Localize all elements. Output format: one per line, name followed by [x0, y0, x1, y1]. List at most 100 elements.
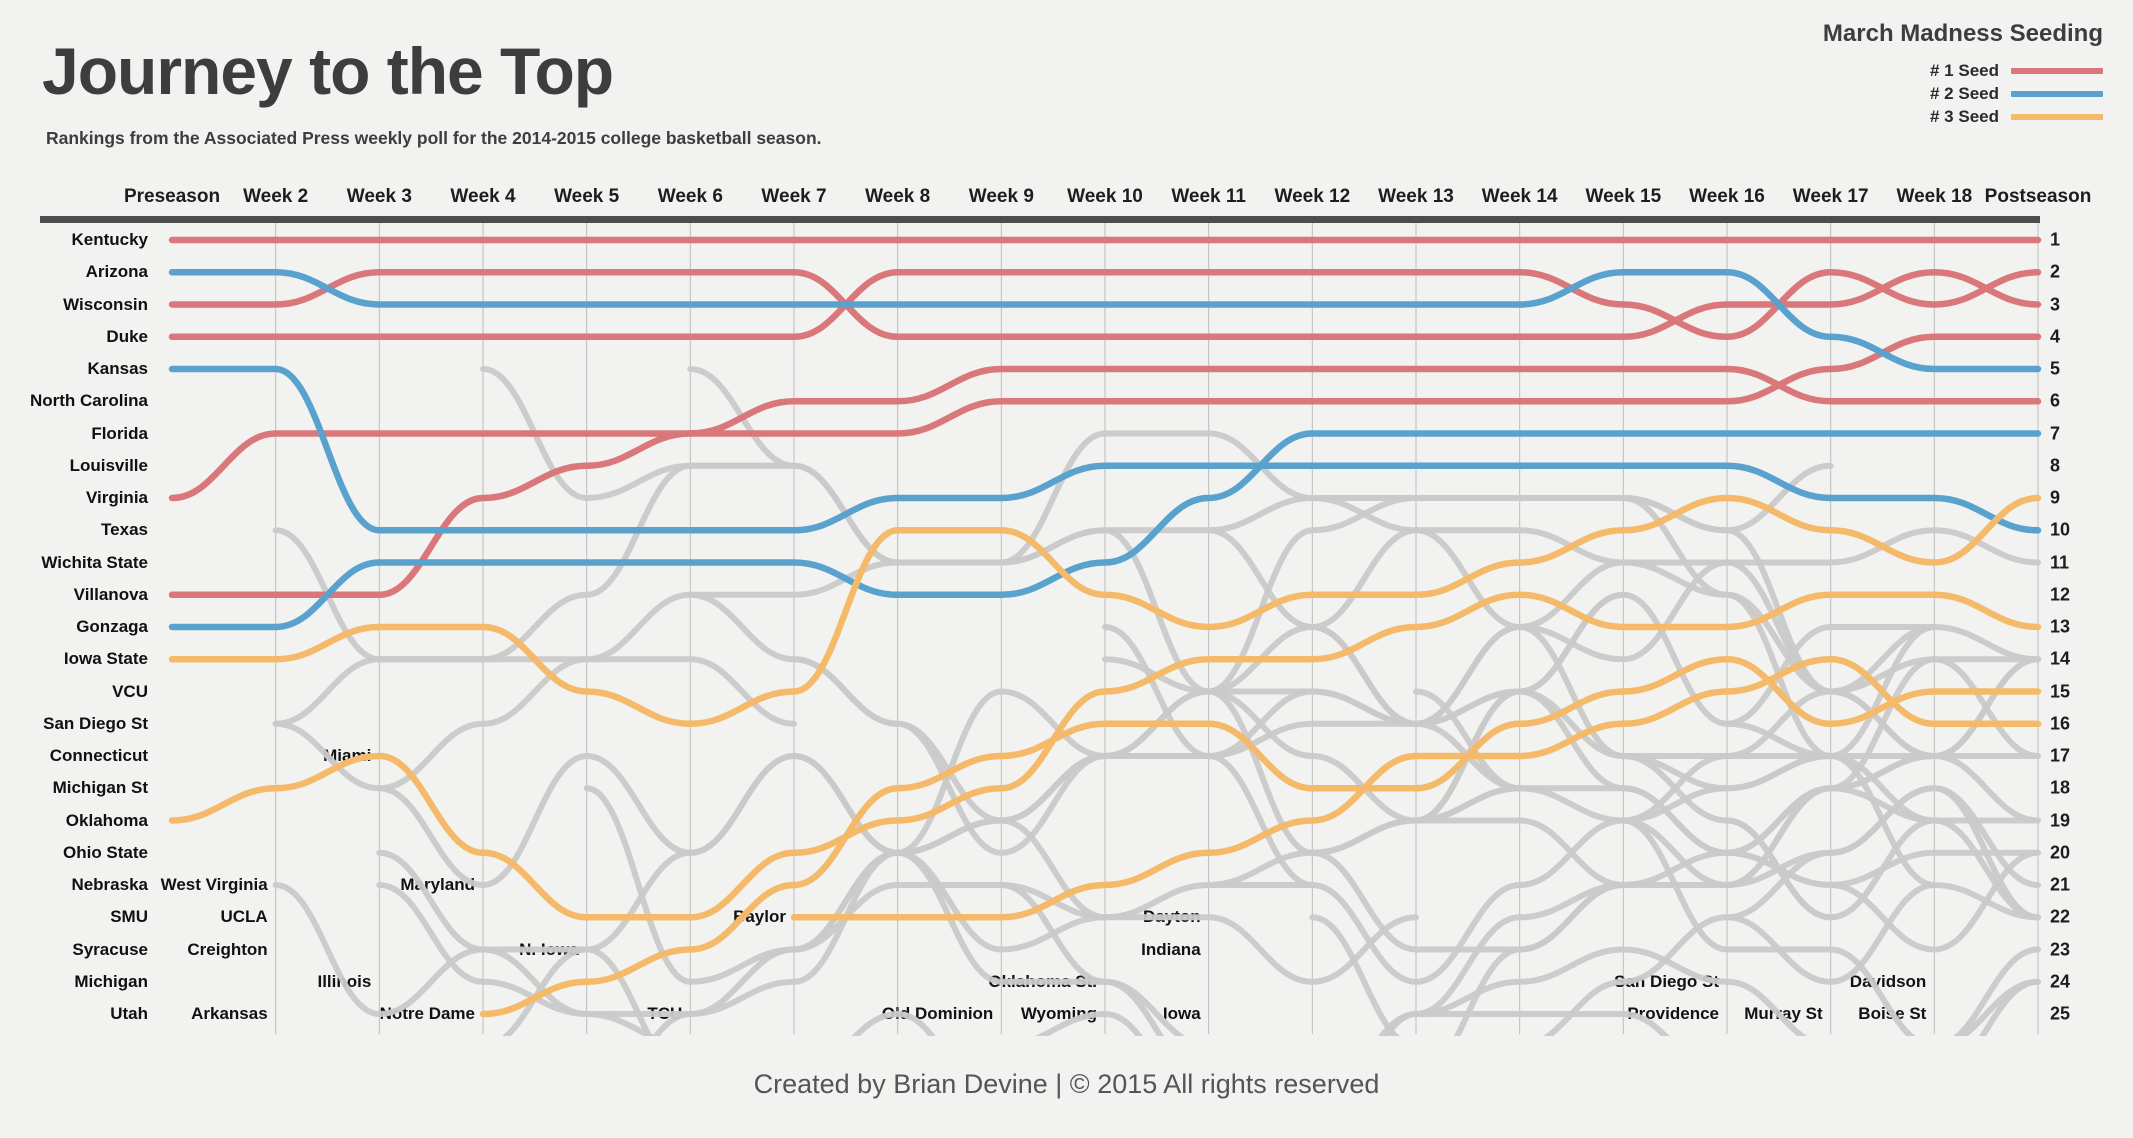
rank-tick-11: 11: [2050, 552, 2070, 572]
rank-line-notre-dame[interactable]: [479, 656, 2042, 1018]
rank-tick-22: 22: [2050, 906, 2071, 927]
rank-tick-16: 16: [2050, 713, 2071, 734]
rank-tick-8: 8: [2050, 455, 2061, 476]
team-label-ohio-state[interactable]: Ohio State: [62, 842, 148, 862]
team-label-louisville[interactable]: Louisville: [69, 455, 148, 475]
week-label-week-7: Week 7: [761, 186, 827, 207]
week-label-week-3: Week 3: [346, 186, 412, 207]
team-label-gonzaga[interactable]: Gonzaga: [76, 617, 148, 636]
week-label-week-13: Week 13: [1378, 186, 1454, 207]
week-label-week-8: Week 8: [865, 186, 931, 207]
week-axis-labels: Preseason Week 2 Week 3 Week 4 Week 5 Week 6 W…: [0, 186, 2133, 212]
rank-line-arizona[interactable]: [168, 269, 2042, 373]
team-label-vcu[interactable]: VCU: [112, 681, 148, 701]
team-label-north-carolina[interactable]: North Carolina: [29, 391, 148, 411]
week-label-week-18: Week 18: [1896, 186, 1973, 207]
team-label-syracuse[interactable]: Syracuse: [72, 939, 148, 959]
team-label-duke[interactable]: Duke: [106, 326, 148, 346]
rank-tick-9: 9: [2050, 487, 2061, 508]
rank-line-baylor[interactable]: [790, 656, 2042, 921]
rank-tick-14: 14: [2050, 648, 2071, 669]
legend-item-seed-3[interactable]: # 3 Seed: [1823, 105, 2103, 128]
legend: March Madness Seeding # 1 Seed # 2 Seed …: [1823, 20, 2103, 128]
rank-tick-15: 15: [2050, 681, 2071, 701]
team-label-kentucky[interactable]: Kentucky: [71, 230, 148, 249]
team-label-michigan-st[interactable]: Michigan St: [52, 778, 148, 798]
footer-credit: Created by Brian Devine | © 2015 All rig…: [753, 1069, 1380, 1099]
team-label-column: Kentucky Arizona Wisconsin Duke Kansas North …: [0, 0, 148, 1138]
team-label-connecticut[interactable]: Connecticut: [49, 746, 148, 765]
rank-tick-25: 25: [2050, 1003, 2071, 1024]
week-label-preseason: Preseason: [123, 186, 221, 207]
rank-tick-13: 13: [2050, 616, 2071, 637]
legend-item-seed-2[interactable]: # 2 Seed: [1823, 82, 2103, 105]
rank-tick-21: 21: [2050, 874, 2071, 895]
rank-tick-18: 18: [2050, 777, 2071, 798]
rank-tick-20: 20: [2050, 842, 2071, 863]
rank-line-oklahoma[interactable]: [168, 591, 2042, 921]
rank-line-iowa-state[interactable]: [168, 494, 2042, 728]
week-label-week-16: Week 16: [1689, 186, 1765, 207]
week-label-week-15: Week 15: [1585, 186, 1662, 207]
gridlines: [275, 223, 2039, 1034]
team-label-oklahoma[interactable]: Oklahoma: [65, 810, 148, 830]
legend-item-seed-1[interactable]: # 1 Seed: [1823, 59, 2103, 82]
rank-tick-7: 7: [2050, 423, 2061, 443]
week-label-week-10: Week 10: [1067, 186, 1143, 207]
week-label-week-6: Week 6: [657, 186, 723, 207]
rank-line-villanova[interactable]: [168, 333, 2042, 599]
page-title: Journey to the Top: [42, 34, 614, 108]
legend-item-label: # 2 Seed: [1930, 83, 1999, 103]
legend-swatch-seed-3: [2011, 113, 2103, 120]
team-label-michigan[interactable]: Michigan: [74, 971, 148, 991]
team-label-wisconsin[interactable]: Wisconsin: [63, 294, 148, 314]
team-label-kansas[interactable]: Kansas: [87, 359, 148, 378]
rank-tick-17: 17: [2050, 745, 2071, 766]
legend-swatch-seed-1: [2011, 67, 2103, 74]
rank-tick-24: 24: [2050, 971, 2071, 992]
legend-swatch-seed-2: [2011, 90, 2103, 97]
team-label-arizona[interactable]: Arizona: [85, 262, 148, 282]
week-label-week-5: Week 5: [554, 186, 620, 207]
week-label-week-2: Week 2: [243, 186, 309, 207]
team-label-villanova[interactable]: Villanova: [73, 584, 148, 604]
team-label-iowa-state[interactable]: Iowa State: [63, 649, 148, 669]
rank-line-virginia[interactable]: [168, 365, 2042, 502]
rank-tick-10: 10: [2050, 519, 2071, 540]
rank-tick-23: 23: [2050, 939, 2071, 959]
legend-item-label: # 1 Seed: [1930, 60, 1999, 80]
team-label-utah[interactable]: Utah: [110, 1004, 148, 1023]
week-label-week-11: Week 11: [1171, 186, 1246, 207]
team-label-texas[interactable]: Texas: [101, 520, 148, 540]
week-label-week-17: Week 17: [1792, 186, 1869, 207]
rank-tick-6: 6: [2050, 390, 2061, 411]
week-label-week-12: Week 12: [1274, 186, 1351, 207]
legend-item-label: # 3 Seed: [1930, 106, 1999, 126]
team-label-virginia[interactable]: Virginia: [85, 488, 148, 507]
week-label-week-14: Week 14: [1481, 186, 1558, 207]
rank-line-duke[interactable]: [168, 269, 2042, 341]
team-label-wichita-state[interactable]: Wichita State: [41, 552, 148, 572]
axis-bar: [40, 216, 2040, 223]
legend-title: March Madness Seeding: [1822, 20, 2103, 47]
rank-line-kansas[interactable]: [168, 365, 2042, 534]
team-label-san-diego-st[interactable]: San Diego St: [43, 713, 148, 733]
rank-tick-19: 19: [2050, 810, 2071, 830]
rank-tick-3: 3: [2050, 294, 2061, 314]
rank-tick-1: 1: [2050, 229, 2061, 250]
week-label-week-4: Week 4: [450, 186, 516, 207]
week-label-postseason: Postseason: [1984, 186, 2092, 207]
seeded-rank-lines: [168, 236, 2042, 1018]
page-subtitle: Rankings from the Associated Press weekl…: [46, 128, 822, 148]
rank-tick-4: 4: [2050, 326, 2061, 347]
team-label-nebraska[interactable]: Nebraska: [71, 875, 148, 894]
team-label-smu[interactable]: SMU: [110, 907, 148, 927]
rank-line-gonzaga[interactable]: [168, 430, 2042, 631]
week-label-week-9: Week 9: [968, 186, 1034, 207]
rank-tick-2: 2: [2050, 261, 2061, 282]
rank-tick-5: 5: [2050, 358, 2061, 379]
rank-tick-12: 12: [2050, 584, 2071, 605]
team-label-florida[interactable]: Florida: [91, 423, 148, 443]
rank-line-wisconsin[interactable]: [168, 269, 2042, 341]
